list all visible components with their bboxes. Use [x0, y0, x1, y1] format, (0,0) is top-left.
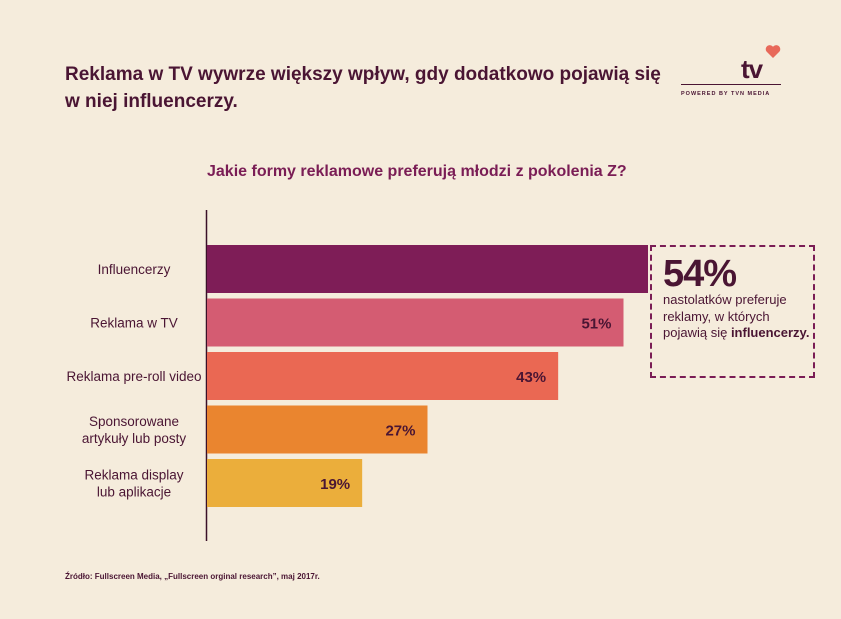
bar-2 [207, 352, 559, 400]
heart-icon [765, 45, 781, 58]
data-label: 43% [516, 369, 546, 386]
data-label: 27% [385, 423, 415, 440]
page-title: Reklama w TV wywrze większy wpływ, gdy d… [65, 64, 661, 112]
logo-tagline: POWERED BY TVN MEDIA [681, 91, 771, 97]
callout-text: nastolatków preferuje reklamy, w których… [663, 292, 813, 342]
category-label: Reklama display lub aplikacje [84, 468, 183, 500]
logo-text: tv [741, 54, 763, 84]
callout-text-plain: nastolatków preferuje reklamy, w których… [663, 292, 787, 340]
chart-title: Jakie formy reklamowe preferują młodzi z… [207, 163, 627, 180]
bar-3 [207, 405, 428, 454]
bar-0 [207, 245, 648, 293]
source-note: Źródło: Fullscreen Media, „Fullscreen or… [65, 572, 320, 581]
bar-4 [207, 459, 363, 507]
category-label: Reklama w TV [90, 316, 178, 331]
bar-1 [207, 298, 624, 347]
data-label: 51% [581, 316, 611, 333]
data-label: 19% [320, 476, 350, 493]
logo-divider [681, 84, 781, 85]
category-label: Sponsorowane artykuły lub posty [82, 414, 187, 446]
category-label: Reklama pre-roll video [66, 369, 201, 384]
tvn-logo: tv POWERED BY TVN MEDIA [681, 44, 781, 100]
category-label: Influencerzy [98, 262, 171, 277]
callout-text-bold: influencerzy. [730, 325, 810, 340]
highlight-callout: 54% nastolatków preferuje reklamy, w któ… [650, 245, 815, 378]
callout-value: 54% [663, 253, 737, 295]
